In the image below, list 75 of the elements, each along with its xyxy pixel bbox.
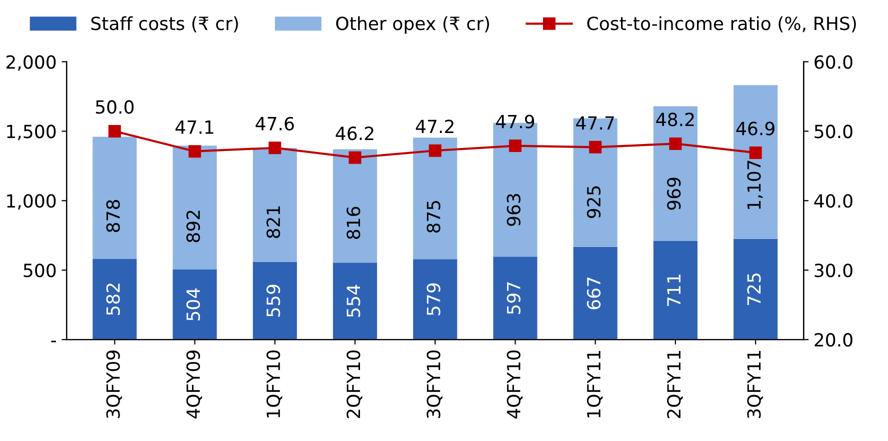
data-label: 579 <box>426 283 440 316</box>
x-tick-label: 4QFY09 <box>186 350 202 418</box>
bar <box>493 256 538 340</box>
x-tick-label: 1QFY10 <box>266 350 282 418</box>
bar <box>252 262 297 340</box>
y2-tick-label: 40.0 <box>814 194 852 208</box>
bar <box>172 270 217 340</box>
data-label: 963 <box>506 194 520 226</box>
bar <box>413 138 458 260</box>
data-label: 50.0 <box>96 100 134 114</box>
point <box>428 144 442 157</box>
bar <box>413 259 458 340</box>
point <box>508 140 522 152</box>
point <box>749 146 762 159</box>
point <box>669 137 682 150</box>
data-label: 875 <box>426 200 440 233</box>
bar <box>653 240 698 340</box>
data-label: 559 <box>266 284 280 317</box>
legend-label: Cost-to-income ratio (%, RHS) <box>587 16 856 32</box>
data-label: 46.2 <box>336 126 374 140</box>
bar <box>332 149 378 263</box>
x-tick-label: 2QFY11 <box>667 350 683 418</box>
bar <box>734 238 778 340</box>
point <box>348 151 362 164</box>
data-label: 554 <box>346 284 360 317</box>
y-tick-label: 2,000 <box>6 55 56 71</box>
data-label: 711 <box>667 274 680 306</box>
bar <box>172 146 217 270</box>
bar <box>573 118 618 247</box>
data-label: 47.1 <box>176 120 214 134</box>
x-tick-label: 3QFY10 <box>426 350 442 418</box>
bar <box>332 262 378 340</box>
data-label: 47.6 <box>256 116 294 130</box>
point <box>108 124 121 138</box>
y2-tick-label: 30.0 <box>814 264 852 278</box>
data-label: 48.2 <box>656 112 694 126</box>
y2-tick-label: 20.0 <box>814 333 852 347</box>
data-label: 821 <box>266 206 280 238</box>
x-tick-label: 3QFY09 <box>106 350 122 418</box>
point <box>589 140 602 154</box>
y2-tick-label: 60.0 <box>814 55 852 69</box>
y-tick-label: 1,500 <box>7 124 56 140</box>
y-tick-label: - <box>51 340 56 342</box>
x-tick-label: 2QFY10 <box>346 350 362 418</box>
data-label: 667 <box>586 278 601 310</box>
bar <box>92 258 137 340</box>
data-label: 725 <box>747 274 761 305</box>
data-label: 46.9 <box>736 122 774 136</box>
data-label: 504 <box>186 288 200 320</box>
bar <box>653 106 698 241</box>
data-label: 925 <box>586 186 601 218</box>
legend-label: Other opex (₹ cr) <box>336 16 490 34</box>
x-tick-label: 1QFY11 <box>586 350 603 418</box>
data-label: 47.2 <box>416 120 454 133</box>
bar <box>92 136 137 259</box>
data-label: 1,107 <box>747 160 763 209</box>
data-label: 969 <box>667 178 681 210</box>
data-label: 816 <box>346 206 360 239</box>
data-label: 47.7 <box>576 116 614 130</box>
data-label: 597 <box>506 282 520 314</box>
data-label: 878 <box>106 200 120 232</box>
bar <box>252 148 297 262</box>
y2-tick-label: 50.0 <box>814 124 852 138</box>
y-tick-label: 1,000 <box>7 194 56 210</box>
y-tick-label: 500 <box>24 264 56 278</box>
bar <box>573 246 618 340</box>
data-label: 47.9 <box>496 114 534 128</box>
data-label: 892 <box>186 210 200 242</box>
legend-label: Staff costs (₹ cr) <box>91 16 238 32</box>
point <box>188 145 202 158</box>
x-tick-label: 4QFY10 <box>506 350 523 418</box>
bar <box>734 85 778 239</box>
point <box>268 142 282 154</box>
data-label: 582 <box>106 284 120 315</box>
x-tick-label: 3QFY11 <box>747 350 763 418</box>
